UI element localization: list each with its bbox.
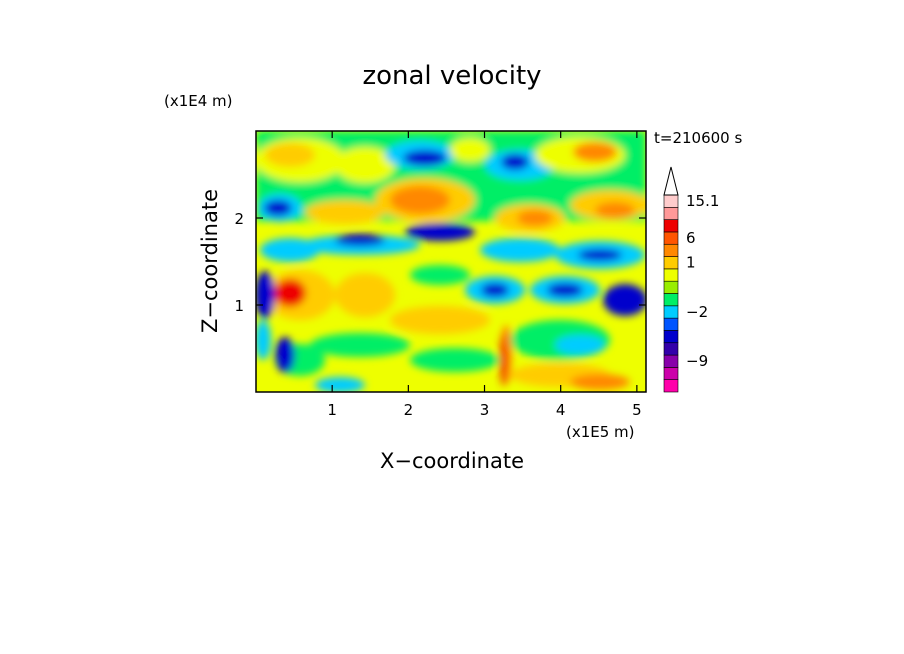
colorbar-swatch xyxy=(663,293,679,307)
colorbar-swatch xyxy=(663,367,679,380)
x-tick-label: 4 xyxy=(556,401,566,419)
time-label: t=210600 s xyxy=(654,129,742,147)
chart-title: zonal velocity xyxy=(362,61,541,91)
colorbar-swatch xyxy=(663,342,679,356)
colorbar-swatch xyxy=(663,280,679,294)
colorbar-swatch xyxy=(663,305,679,319)
plot-frame xyxy=(255,130,647,393)
colorbar-tick-label: −9 xyxy=(686,352,708,370)
colorbar-swatch xyxy=(663,256,679,270)
y-axis-unit: (x1E4 m) xyxy=(164,92,233,110)
y-axis-label: Z−coordinate xyxy=(198,189,222,333)
colorbar-tick-label: 1 xyxy=(686,254,696,272)
colorbar-swatch xyxy=(663,330,679,344)
colorbar-swatch xyxy=(663,268,679,282)
colorbar-swatch xyxy=(663,207,679,220)
colorbar-swatch xyxy=(663,379,679,393)
y-tick-label: 2 xyxy=(234,210,244,228)
colorbar: 15.1 6 1 −2 −9 xyxy=(663,166,719,393)
x-axis-label: X−coordinate xyxy=(380,449,524,473)
colorbar-swatch xyxy=(663,231,679,245)
y-tick-label: 1 xyxy=(234,297,244,315)
colorbar-swatch xyxy=(663,194,679,208)
colorbar-swatch xyxy=(663,317,679,331)
colorbar-swatch xyxy=(663,219,679,233)
x-tick-label: 1 xyxy=(327,401,337,419)
colorbar-tick-label: 6 xyxy=(686,229,696,247)
x-tick-label: 3 xyxy=(480,401,490,419)
x-axis-unit: (x1E5 m) xyxy=(566,423,635,441)
colorbar-tick-label: −2 xyxy=(686,303,708,321)
x-tick-label: 5 xyxy=(632,401,642,419)
colorbar-tick-label: 15.1 xyxy=(686,192,719,210)
colorbar-overflow-arrow xyxy=(663,166,679,196)
colorbar-swatch xyxy=(663,243,679,257)
contour-field xyxy=(256,131,646,392)
x-tick-label: 2 xyxy=(404,401,414,419)
colorbar-swatch xyxy=(663,354,679,368)
axes: 1 2 3 4 5 1 2 xyxy=(234,131,646,419)
